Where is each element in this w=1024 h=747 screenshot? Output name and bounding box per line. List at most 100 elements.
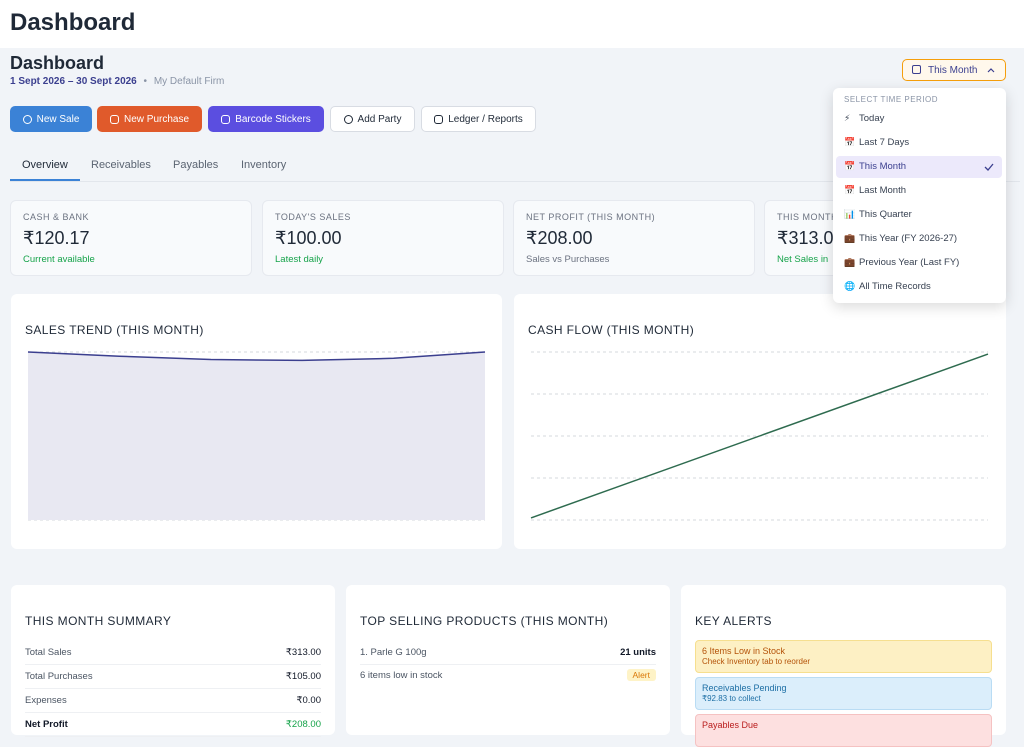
dropdown-heading: SELECT TIME PERIOD — [844, 95, 939, 104]
period-option[interactable]: 💼 Previous Year (Last FY) — [836, 252, 1002, 274]
date-range: 1 Sept 2026 – 30 Sept 2026 — [10, 76, 137, 87]
row-label: Total Sales — [25, 647, 72, 658]
stat-label: NET PROFIT (THIS MONTH) — [526, 212, 656, 222]
tab[interactable]: Overview — [22, 159, 68, 171]
period-label: This Month — [928, 65, 978, 76]
tab[interactable]: Receivables — [91, 159, 151, 171]
period-option[interactable]: 💼 This Year (FY 2026-27) — [836, 228, 1002, 250]
button-label: New Purchase — [123, 113, 190, 125]
chart-card: CASH FLOW (THIS MONTH) — [514, 294, 1006, 549]
area — [28, 352, 485, 520]
stat-value: ₹313.00 — [777, 228, 844, 248]
line — [530, 353, 989, 519]
alert-note: Check Inventory tab to reorder — [702, 657, 811, 666]
row-label: Expenses — [25, 695, 67, 706]
stat-value: ₹208.00 — [526, 228, 593, 248]
summary-row: Total Sales ₹313.00 — [25, 641, 321, 665]
period-button[interactable]: This Month — [902, 59, 1006, 81]
summary-card: THIS MONTH SUMMARY Total Sales ₹313.00 Tot… — [11, 585, 335, 737]
check-icon — [984, 163, 994, 171]
summary-row: Net Profit ₹208.00 — [25, 713, 321, 737]
option-icon: 📅 — [844, 161, 856, 171]
summary-row: Total Purchases ₹105.00 — [25, 665, 321, 689]
firm-name: My Default Firm — [153, 76, 225, 87]
row-label: Total Purchases — [25, 671, 93, 682]
active-tab-indicator — [10, 179, 80, 181]
line — [27, 351, 486, 362]
alert-title: 6 Items Low in Stock — [702, 646, 786, 656]
option-label: This Quarter — [859, 209, 912, 220]
option-icon: 📊 — [844, 209, 856, 219]
new-purchase-button[interactable]: New Purchase — [97, 106, 202, 132]
option-label: Last Month — [859, 185, 906, 196]
stat-note: Sales vs Purchases — [526, 254, 610, 265]
stat-value: ₹100.00 — [275, 228, 342, 248]
alert: 6 Items Low in Stock Check Inventory tab … — [695, 640, 992, 673]
card-title: TOP SELLING PRODUCTS (THIS MONTH) — [360, 614, 609, 628]
tab[interactable]: Inventory — [241, 159, 287, 171]
period-option[interactable]: ⚡ Today — [836, 108, 1002, 130]
chart — [530, 351, 989, 521]
card-title: KEY ALERTS — [695, 614, 772, 628]
alerts-card: KEY ALERTS 6 Items Low in Stock Check Inv… — [681, 585, 1006, 747]
top-bar: Dashboard — [0, 0, 1024, 48]
option-icon: 📅 — [844, 137, 856, 147]
stat-card: TODAY'S SALES ₹100.00 Latest daily — [262, 200, 504, 276]
stat-note: Latest daily — [275, 254, 324, 265]
option-label: All Time Records — [859, 281, 931, 292]
alert-title: Payables Due — [702, 720, 759, 730]
period-option[interactable]: 📅 Last Month — [836, 180, 1002, 202]
option-icon: 💼 — [844, 257, 856, 267]
stat-card: NET PROFIT (THIS MONTH) ₹208.00 Sales vs P… — [513, 200, 755, 276]
barcode-button[interactable]: Barcode Stickers — [208, 106, 324, 132]
stat-label: TODAY'S SALES — [275, 212, 351, 222]
chart-title: CASH FLOW (THIS MONTH) — [528, 323, 695, 337]
new-sale-button[interactable]: New Sale — [10, 106, 92, 132]
period-option[interactable]: 📊 This Quarter — [836, 204, 1002, 226]
check — [984, 163, 994, 171]
summary-row: Expenses ₹0.00 — [25, 689, 321, 713]
chart-card: SALES TREND (THIS MONTH) — [11, 294, 502, 549]
option-label: This Month — [859, 161, 906, 172]
period-option[interactable]: 📅 This Month — [836, 156, 1002, 178]
subtitle: 1 Sept 2026 – 30 Sept 2026 • My Default … — [10, 76, 224, 87]
top-products-card: TOP SELLING PRODUCTS (THIS MONTH) 1. Par… — [346, 585, 670, 735]
option-icon: 💼 — [844, 233, 856, 243]
tabs: Overview Receivables Payables Inventory — [10, 150, 1020, 182]
alert-note: ₹92.83 to collect — [702, 694, 761, 703]
page-title: Dashboard — [10, 53, 105, 73]
ledger-button[interactable]: Ledger / Reports — [421, 106, 536, 132]
app-title: Dashboard — [10, 9, 136, 36]
row-value: ₹313.00 — [285, 647, 321, 658]
stat-note: Current available — [23, 254, 95, 265]
chart-title: SALES TREND (THIS MONTH) — [25, 323, 204, 337]
alert-badge: Alert — [626, 669, 656, 681]
chevron-up — [987, 68, 995, 73]
card-title: THIS MONTH SUMMARY — [25, 614, 172, 628]
option-icon: ⚡ — [844, 113, 851, 123]
row-value: ₹105.00 — [285, 671, 321, 682]
add-party-button[interactable]: Add Party — [330, 106, 415, 132]
button-label: Ledger / Reports — [448, 113, 523, 125]
option-icon: 📅 — [844, 185, 856, 195]
product-row: 1. Parle G 100g 21 units — [360, 641, 656, 665]
stat-label: CASH & BANK — [23, 212, 90, 222]
alert-title: Receivables Pending — [702, 683, 787, 693]
option-label: Today — [859, 113, 885, 124]
alert: Payables Due — [695, 714, 992, 747]
stat-label: THIS MONTH — [777, 212, 838, 222]
row-value: ₹0.00 — [296, 695, 321, 706]
calendar-icon — [912, 65, 921, 74]
stat-value: ₹120.17 — [23, 228, 90, 248]
option-label: Last 7 Days — [859, 137, 910, 148]
tab[interactable]: Payables — [173, 159, 219, 171]
button-label: New Sale — [36, 113, 80, 125]
product-name: 1. Parle G 100g — [360, 647, 427, 658]
stat-card: CASH & BANK ₹120.17 Current available — [10, 200, 252, 276]
option-icon: 🌐 — [844, 281, 856, 291]
chart — [27, 351, 486, 521]
option-label: Previous Year (Last FY) — [859, 257, 960, 268]
period-option[interactable]: 🌐 All Time Records — [836, 276, 1002, 298]
period-option[interactable]: 📅 Last 7 Days — [836, 132, 1002, 154]
stat-note: Net Sales in — [777, 254, 829, 265]
